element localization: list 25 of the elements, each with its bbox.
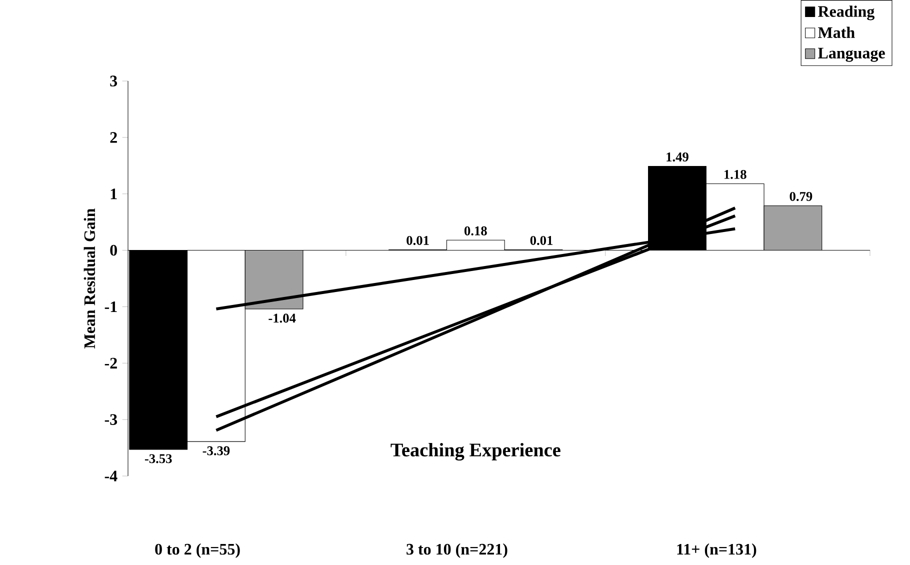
y-tick-label: -4 <box>104 470 118 482</box>
data-label: 0.01 <box>406 236 429 246</box>
data-label: -3.39 <box>202 446 230 456</box>
legend-label: Math <box>818 26 855 38</box>
data-label: 0.01 <box>530 236 552 246</box>
y-tick-label: -1 <box>104 301 117 312</box>
x-tick-label: 11+ (n=131) <box>677 543 756 558</box>
legend-label: Language <box>818 48 885 62</box>
y-tick-label: 0 <box>110 244 117 256</box>
y-tick-label: -2 <box>104 358 117 368</box>
x-tick-label: 0 to 2 (n=55) <box>155 543 240 558</box>
data-label: 0.79 <box>790 192 812 201</box>
y-tick-label: 3 <box>110 76 118 86</box>
y-axis-title: Mean Residual Gain <box>84 208 96 348</box>
y-tick-label: 1 <box>110 188 117 200</box>
data-label: -1.04 <box>268 314 296 323</box>
x-axis-title: Teaching Experience <box>390 442 560 461</box>
data-label: 1.18 <box>724 170 746 179</box>
data-label: -3.53 <box>144 454 172 464</box>
legend-label: Reading <box>818 6 874 20</box>
y-tick-label: -3 <box>104 414 118 425</box>
y-tick-label: 2 <box>110 132 117 143</box>
data-label: 1.49 <box>666 152 688 162</box>
x-tick-label: 3 to 10 (n=221) <box>406 543 508 558</box>
data-label: 0.18 <box>464 226 487 236</box>
